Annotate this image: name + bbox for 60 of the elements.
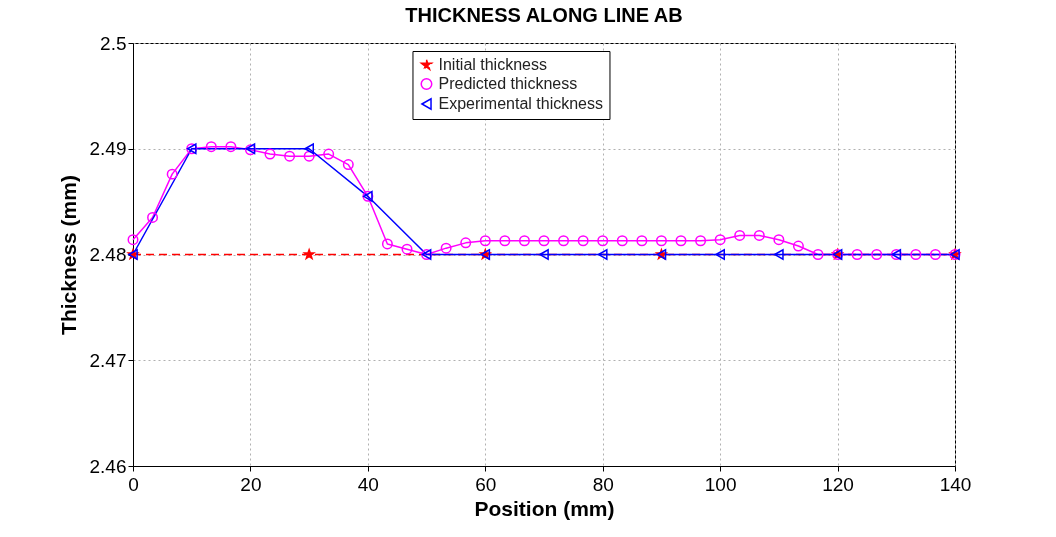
x-tick-label: 20	[240, 473, 262, 495]
chart-title: THICKNESS ALONG LINE AB	[405, 4, 683, 26]
point	[460, 237, 472, 249]
point	[323, 148, 335, 160]
point	[518, 235, 530, 247]
point	[440, 242, 452, 254]
point	[655, 235, 667, 247]
point	[499, 235, 511, 247]
point	[597, 249, 608, 260]
point	[303, 150, 315, 162]
point	[538, 235, 550, 247]
x-tick-label: 40	[357, 473, 379, 495]
x-axis-title: Position (mm)	[474, 496, 615, 520]
point	[753, 229, 765, 241]
y-tick-label: 2.46	[89, 455, 127, 477]
y-axis-title: Thickness (mm)	[56, 175, 80, 335]
point	[774, 249, 784, 260]
legend-label: Experimental thickness	[438, 95, 603, 112]
point	[929, 249, 941, 260]
point	[577, 235, 589, 247]
point	[225, 141, 237, 153]
point	[284, 150, 296, 162]
point	[479, 235, 491, 247]
x-tick-label: 100	[704, 473, 737, 495]
point	[304, 143, 314, 155]
point	[616, 235, 628, 247]
point	[792, 240, 804, 252]
y-tick-label: 2.48	[89, 244, 127, 265]
point	[166, 168, 178, 180]
point	[910, 249, 922, 260]
y-tick-label: 2.47	[89, 349, 127, 371]
x-tick-label: 0	[128, 473, 139, 495]
point	[851, 249, 863, 260]
point	[636, 235, 648, 247]
point	[597, 235, 609, 247]
x-tick-label: 140	[939, 473, 972, 495]
point	[773, 234, 785, 246]
point	[147, 212, 159, 223]
y-tick-label: 2.5	[100, 32, 127, 54]
point	[127, 234, 139, 246]
y-tick-label: 2.49	[89, 138, 127, 160]
point	[264, 148, 276, 160]
point	[871, 249, 883, 260]
legend-label: Predicted thickness	[438, 75, 578, 92]
x-tick-label: 120	[822, 473, 854, 495]
x-tick-label: 60	[475, 473, 497, 495]
point	[539, 249, 549, 260]
point	[401, 243, 413, 255]
x-tick-label: 80	[592, 473, 614, 495]
point	[695, 235, 707, 247]
point	[734, 229, 746, 241]
legend-label: Initial thickness	[438, 56, 547, 73]
point	[342, 159, 354, 171]
point	[558, 235, 570, 247]
point	[812, 249, 824, 260]
point	[714, 234, 726, 246]
point	[205, 141, 217, 153]
point	[715, 249, 725, 260]
point	[381, 238, 393, 250]
point	[675, 235, 687, 247]
